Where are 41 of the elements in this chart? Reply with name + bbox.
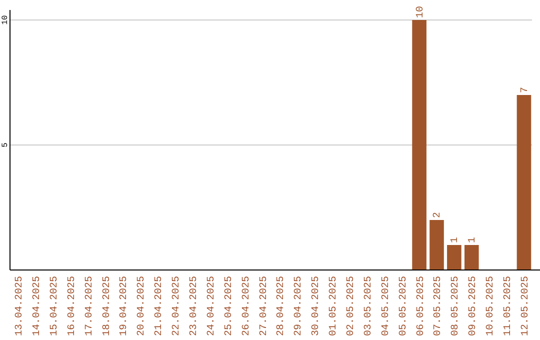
x-tick-label: 08.05.2025 [450, 276, 462, 336]
data-label: 2 [432, 212, 444, 218]
x-tick-label: 14.04.2025 [32, 276, 43, 336]
x-tick-label: 18.04.2025 [102, 276, 113, 336]
x-tick-label: 25.04.2025 [224, 276, 235, 336]
x-tick-label: 15.04.2025 [49, 276, 60, 336]
x-tick-label: 01.05.2025 [328, 276, 340, 336]
data-label: 10 [415, 6, 426, 18]
x-tick-label: 20.04.2025 [136, 276, 148, 336]
x-tick-label: 28.04.2025 [276, 276, 288, 336]
x-tick-label: 03.05.2025 [363, 276, 374, 336]
x-tick-label: 12.05.2025 [520, 276, 532, 336]
x-tick-label: 09.05.2025 [468, 276, 480, 336]
x-tick-label: 29.04.2025 [294, 276, 305, 336]
x-tick-label: 26.04.2025 [241, 276, 252, 336]
bar [516, 95, 532, 270]
x-tick-label: 13.04.2025 [14, 276, 26, 336]
x-tick-label: 07.05.2025 [433, 276, 444, 336]
x-tick-label: 23.04.2025 [188, 276, 200, 336]
x-tick-label: 19.04.2025 [119, 276, 130, 336]
x-tick-label: 27.04.2025 [258, 276, 270, 336]
bar [430, 220, 444, 270]
x-tick-label: 11.05.2025 [503, 276, 514, 336]
x-tick-label: 16.04.2025 [66, 276, 78, 336]
x-tick-label: 17.04.2025 [84, 276, 96, 336]
x-tick-label: 21.04.2025 [154, 276, 166, 336]
data-label: 7 [520, 86, 531, 93]
x-tick-label: 24.04.2025 [206, 276, 218, 336]
x-tick-label: 22.04.2025 [172, 276, 183, 336]
bar [412, 20, 426, 270]
data-label: 1 [468, 236, 479, 243]
x-tick-label: 10.05.2025 [486, 276, 497, 336]
bar [464, 245, 479, 270]
x-tick-label: 05.05.2025 [398, 276, 410, 336]
x-tick-label: 04.05.2025 [380, 276, 392, 336]
data-label: 1 [450, 236, 462, 243]
x-tick-label: 06.05.2025 [416, 276, 427, 336]
x-tick-label: 02.05.2025 [346, 276, 358, 336]
y-tick-label: 5 [1, 142, 10, 148]
bar [447, 245, 462, 270]
x-tick-label: 30.04.2025 [311, 276, 322, 336]
